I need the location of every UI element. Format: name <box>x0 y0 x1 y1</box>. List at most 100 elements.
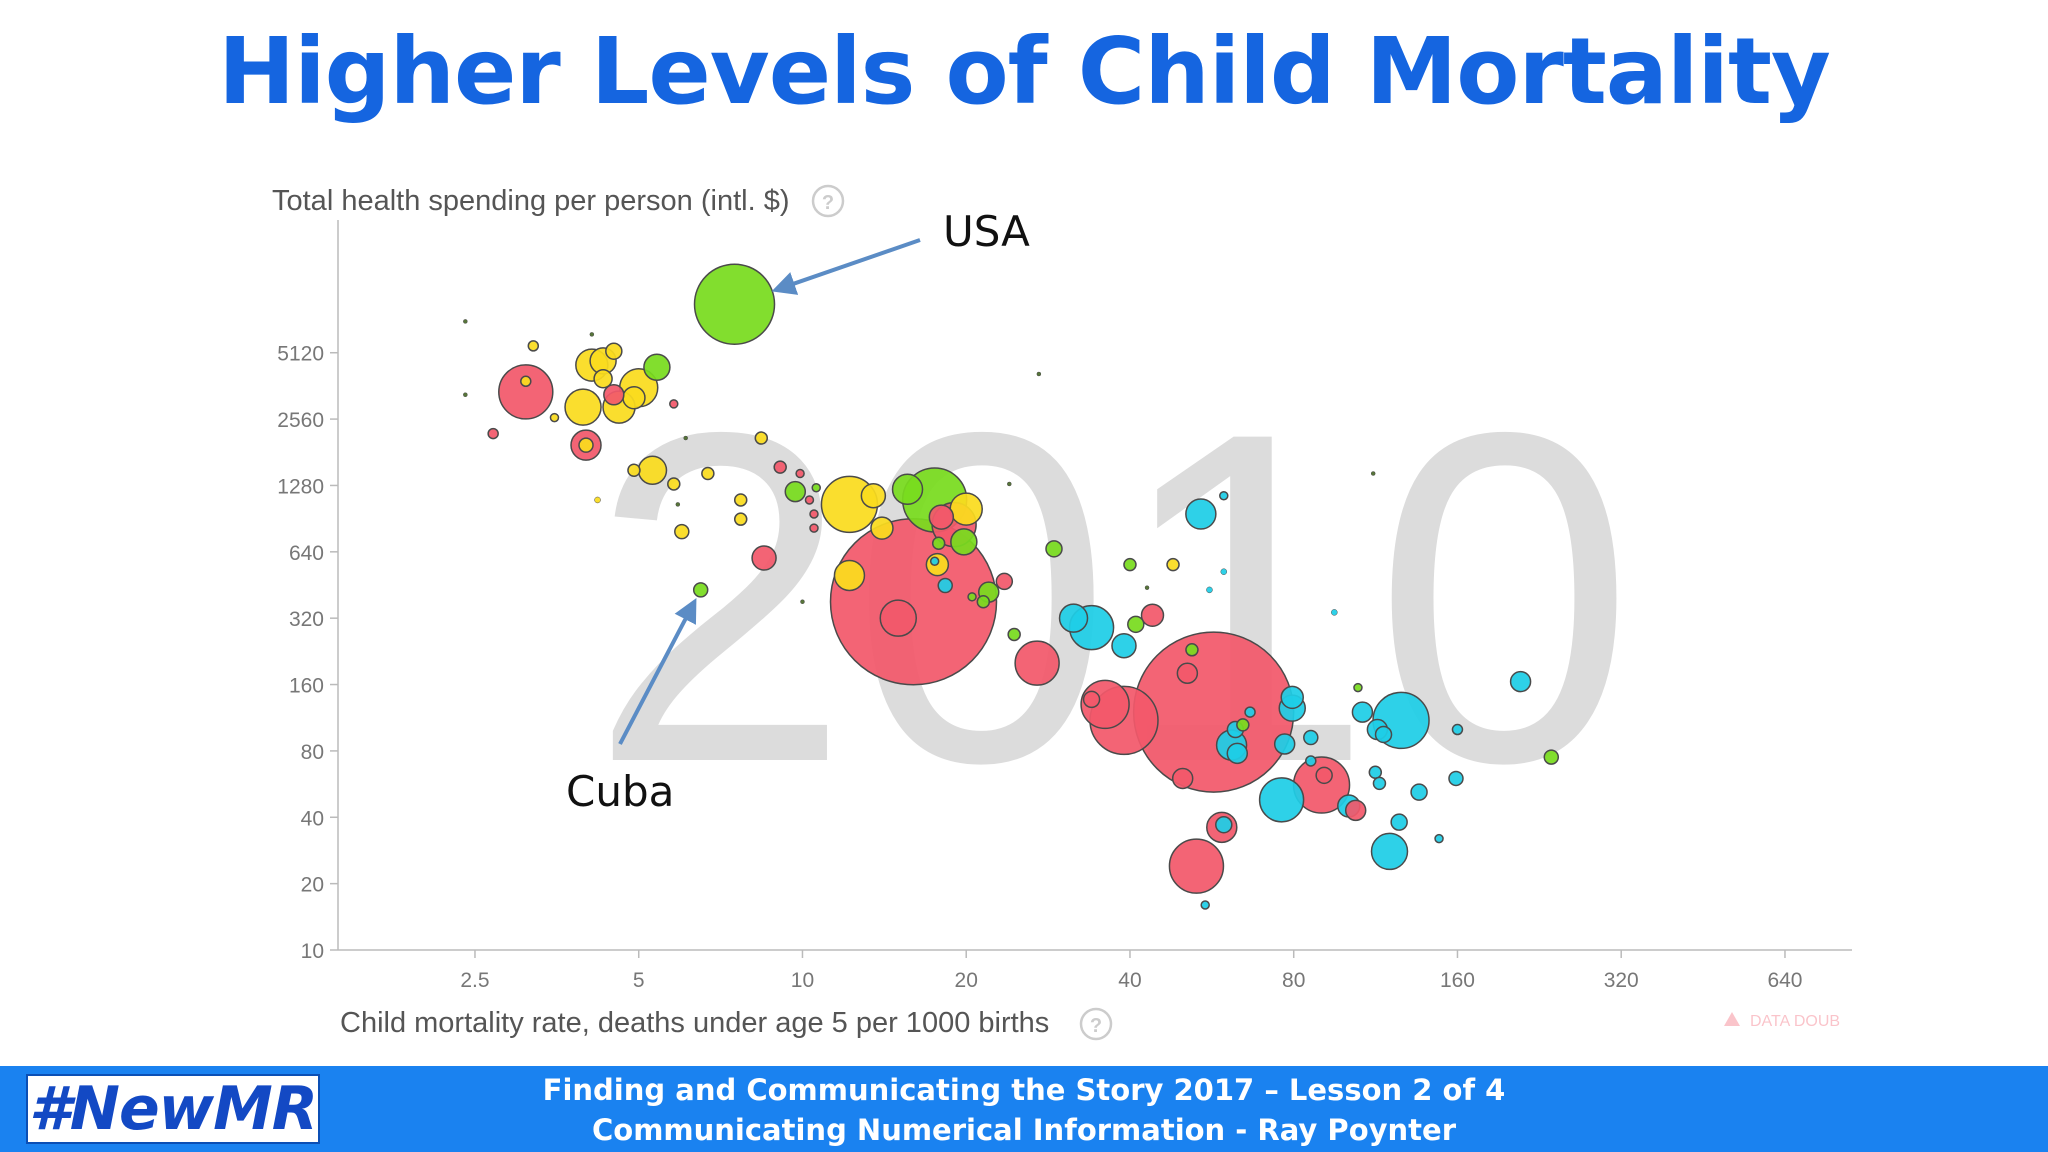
bubble-point[interactable] <box>879 599 918 637</box>
bubble-point[interactable] <box>1344 799 1367 822</box>
bubble-point[interactable] <box>1123 557 1137 572</box>
bubble-point[interactable] <box>622 385 646 410</box>
bubble-point[interactable] <box>1200 900 1210 910</box>
bubble-point[interactable] <box>751 545 777 571</box>
bubble-point[interactable] <box>1353 682 1363 693</box>
bubble-point[interactable] <box>870 516 894 540</box>
bubble-point[interactable] <box>1144 585 1150 590</box>
bubble-point[interactable] <box>1168 838 1225 894</box>
bubble-point[interactable] <box>701 466 715 481</box>
bubble-point[interactable] <box>995 572 1014 591</box>
bubble-point[interactable] <box>1305 755 1317 767</box>
bubble-point[interactable] <box>950 528 978 556</box>
bubble-point[interactable] <box>1273 733 1296 755</box>
bubble-point[interactable] <box>800 599 805 604</box>
bubble-point[interactable] <box>1368 765 1383 780</box>
bubble-point[interactable] <box>675 502 681 507</box>
bubble-point[interactable] <box>1215 815 1233 834</box>
bubble-point[interactable] <box>1185 643 1199 657</box>
bubble-point[interactable] <box>1007 627 1021 642</box>
y-help-icon[interactable]: ? <box>811 184 845 218</box>
bubble-point[interactable] <box>1171 767 1194 790</box>
bubble-point[interactable] <box>809 523 819 533</box>
bubble-point[interactable] <box>1226 742 1249 765</box>
bubble-point[interactable] <box>549 412 560 423</box>
bubble-point[interactable] <box>928 504 955 530</box>
bubble-point[interactable] <box>1258 777 1305 823</box>
bubble-point[interactable] <box>733 512 748 526</box>
bubble-point[interactable] <box>949 492 983 526</box>
bubble-point[interactable] <box>1390 813 1408 831</box>
bubble-point[interactable] <box>637 455 668 486</box>
bubble-point[interactable] <box>1220 568 1228 575</box>
bubble-point[interactable] <box>520 375 532 388</box>
bubble-point[interactable] <box>627 463 641 478</box>
bubble-point[interactable] <box>593 369 613 389</box>
x-help-icon[interactable]: ? <box>1079 1007 1113 1041</box>
bubble-point[interactable] <box>1331 609 1338 616</box>
bubble-point[interactable] <box>733 493 748 507</box>
bubble-point[interactable] <box>804 495 815 505</box>
bubble-point[interactable] <box>1351 701 1374 723</box>
bubble-point[interactable] <box>683 435 688 441</box>
bubble-point[interactable] <box>1448 770 1464 787</box>
bubble-point[interactable] <box>1140 603 1165 627</box>
bubble-point[interactable] <box>1127 615 1145 634</box>
bubble-point[interactable] <box>498 364 554 420</box>
bubble-point[interactable] <box>603 384 625 406</box>
bubble-point[interactable] <box>1374 725 1393 744</box>
bubble-point[interactable] <box>1206 586 1213 594</box>
bubble-point[interactable] <box>669 399 679 409</box>
bubble-point[interactable] <box>564 388 602 426</box>
bubble-point[interactable] <box>811 482 821 493</box>
bubble-point[interactable] <box>1036 371 1042 377</box>
bubble-point[interactable] <box>1280 685 1304 710</box>
bubble-point[interactable] <box>1315 766 1333 785</box>
bubble-point[interactable] <box>578 437 594 453</box>
bubble-point[interactable] <box>487 427 499 440</box>
bubble-point[interactable] <box>1244 706 1256 718</box>
bubble-point[interactable] <box>1303 729 1319 746</box>
bubble-point[interactable] <box>1007 481 1012 487</box>
bubble-point[interactable] <box>463 392 468 398</box>
bubble-point[interactable] <box>1236 718 1250 732</box>
bubble-point[interactable] <box>795 468 805 479</box>
bubble-point[interactable] <box>667 477 681 491</box>
bubble-point[interactable] <box>937 577 953 594</box>
bubble-point[interactable] <box>463 319 468 324</box>
bubble-point[interactable] <box>860 482 887 509</box>
bubble-point[interactable] <box>784 480 807 503</box>
bubble-point[interactable] <box>967 592 977 602</box>
bubble-point[interactable] <box>1082 690 1101 709</box>
bubble-point[interactable] <box>1372 776 1387 791</box>
bubble-point[interactable] <box>833 559 866 592</box>
bubble-point[interactable] <box>692 582 709 598</box>
bubble-point[interactable] <box>1014 640 1060 686</box>
bubble-point[interactable] <box>594 496 601 504</box>
bubble-point[interactable] <box>1451 723 1464 736</box>
bubble-point[interactable] <box>589 332 595 337</box>
bubble-point[interactable] <box>891 473 924 506</box>
bubble-point[interactable] <box>1176 662 1199 685</box>
bubble-point[interactable] <box>1543 749 1560 765</box>
bubble-point[interactable] <box>754 431 769 445</box>
bubble-point[interactable] <box>1058 603 1089 633</box>
bubble-point[interactable] <box>1370 471 1376 476</box>
bubble-point[interactable] <box>929 556 940 566</box>
bubble-point[interactable] <box>1166 557 1180 572</box>
bubble-point[interactable] <box>1219 490 1229 501</box>
bubble-point[interactable] <box>643 353 671 381</box>
bubble-point[interactable] <box>1045 540 1063 558</box>
bubble-point[interactable] <box>773 460 787 474</box>
bubble-point[interactable] <box>809 509 819 519</box>
bubble-point[interactable] <box>1370 832 1409 871</box>
bubble-point[interactable] <box>976 594 991 609</box>
bubble-point[interactable] <box>1185 498 1217 530</box>
bubble-point[interactable] <box>693 263 776 345</box>
bubble-point[interactable] <box>605 342 623 360</box>
bubble-point[interactable] <box>527 340 540 352</box>
bubble-point[interactable] <box>1410 783 1428 801</box>
bubble-point[interactable] <box>931 536 946 550</box>
bubble-point[interactable] <box>1509 670 1532 693</box>
bubble-point[interactable] <box>674 523 690 540</box>
